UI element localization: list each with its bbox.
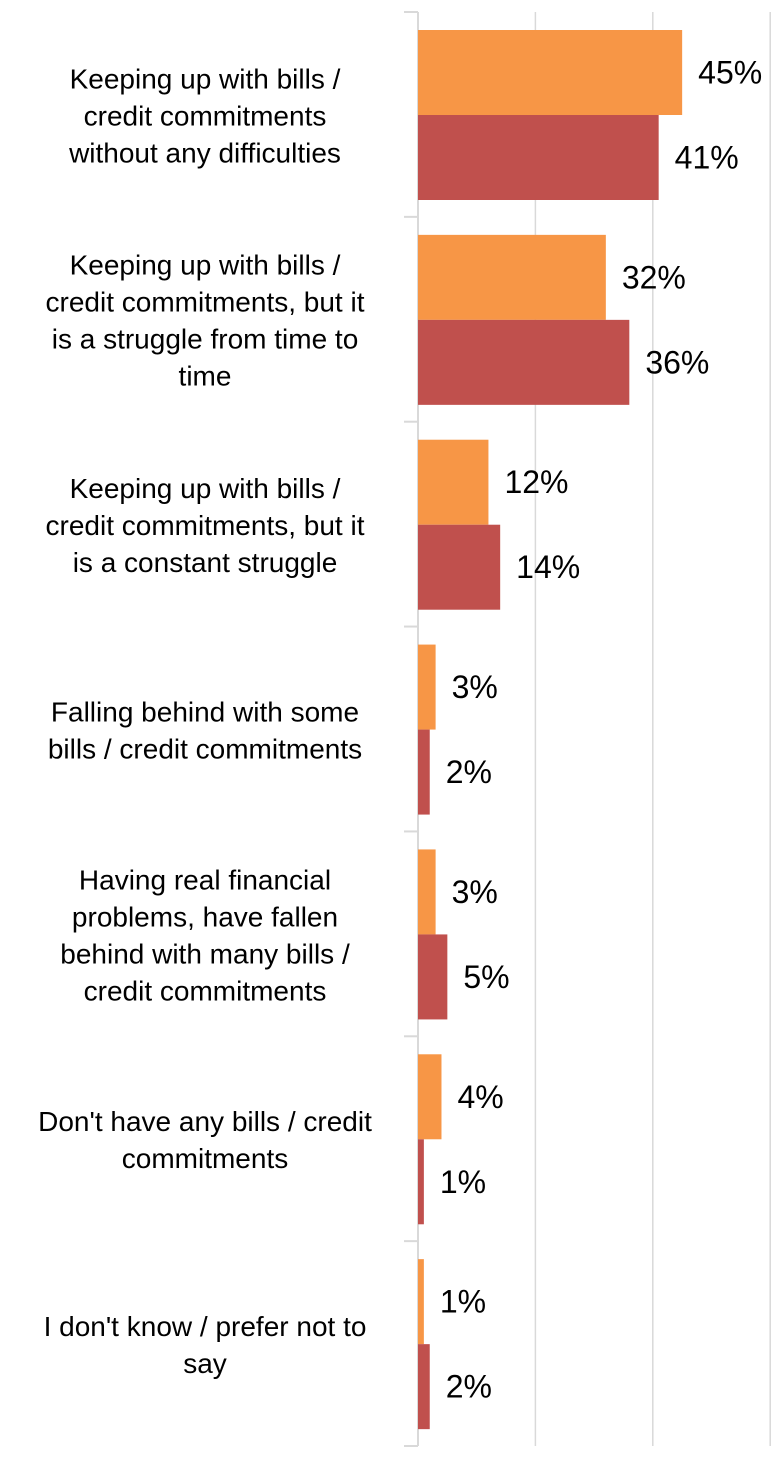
- gridlines: [534, 12, 771, 1446]
- bar-series-1: [418, 30, 683, 115]
- bar-series-2: [418, 319, 630, 405]
- data-labels: 45% 41% 32% 36% 12% 14% 3% 2% 3% 5% 4% 1% 1% 2%: [440, 55, 762, 1405]
- category-label-line: Keeping up with bills /: [70, 250, 341, 281]
- data-label: 12%: [504, 464, 568, 500]
- category-label: Keeping up with bills / credit commitment…: [46, 473, 365, 578]
- category-label: Don't have any bills / credit commitments: [38, 1106, 372, 1174]
- data-label: 5%: [463, 959, 509, 995]
- category-label-line: is a struggle from time to: [52, 324, 359, 355]
- bar-series-2: [418, 115, 659, 200]
- category-label: Keeping up with bills / credit commitment…: [68, 63, 341, 168]
- category-label-line: without any difficulties: [68, 137, 341, 168]
- bar-series-1: [418, 439, 489, 525]
- data-label: 1%: [440, 1164, 486, 1200]
- category-label-line: bills / credit commitments: [48, 733, 362, 764]
- data-label: 1%: [440, 1284, 486, 1320]
- category-label-line: credit commitments, but it: [46, 510, 365, 541]
- bar-series-2: [418, 729, 430, 815]
- data-label: 45%: [698, 55, 762, 91]
- category-axis: [404, 11, 419, 1447]
- category-label: Having real financial problems, have fall…: [60, 864, 350, 1006]
- category-label-line: problems, have fallen: [72, 901, 338, 932]
- category-label-line: Don't have any bills / credit: [38, 1106, 372, 1137]
- category-label: Falling behind with some bills / credit c…: [48, 696, 362, 764]
- bar-series-2: [418, 524, 501, 610]
- category-label-line: credit commitments: [84, 975, 327, 1006]
- bars: [418, 30, 683, 1430]
- data-label: 2%: [446, 754, 492, 790]
- category-label: I don't know / prefer not to say: [44, 1311, 367, 1379]
- data-label: 14%: [516, 549, 580, 585]
- category-label-line: credit commitments, but it: [46, 287, 365, 318]
- category-label-line: behind with many bills /: [60, 938, 350, 969]
- data-label: 36%: [645, 344, 709, 380]
- bar-series-1: [418, 234, 606, 320]
- bar-series-1: [418, 849, 436, 935]
- bar-series-2: [418, 1139, 424, 1225]
- category-label-line: Keeping up with bills /: [70, 473, 341, 504]
- data-label: 3%: [452, 669, 498, 705]
- data-label: 2%: [446, 1369, 492, 1405]
- category-labels: Keeping up with bills / credit commitment…: [38, 63, 372, 1379]
- category-label-line: say: [183, 1348, 227, 1379]
- category-label-line: credit commitments: [84, 100, 327, 131]
- category-label-line: is a constant struggle: [73, 547, 338, 578]
- bar-series-1: [418, 1054, 442, 1140]
- category-label-line: Having real financial: [79, 864, 331, 895]
- data-label: 41%: [675, 140, 739, 176]
- category-label: Keeping up with bills / credit commitment…: [46, 250, 365, 392]
- category-label-line: commitments: [122, 1143, 288, 1174]
- category-label-line: time: [179, 361, 232, 392]
- bar-series-2: [418, 1344, 430, 1430]
- bar-series-2: [418, 934, 448, 1020]
- category-label-line: Falling behind with some: [51, 696, 359, 727]
- data-label: 32%: [622, 259, 686, 295]
- bar-series-1: [418, 644, 436, 730]
- category-label-line: I don't know / prefer not to: [44, 1311, 367, 1342]
- data-label: 4%: [457, 1079, 503, 1115]
- data-label: 3%: [452, 874, 498, 910]
- category-label-line: Keeping up with bills /: [70, 63, 341, 94]
- bar-series-1: [418, 1259, 424, 1345]
